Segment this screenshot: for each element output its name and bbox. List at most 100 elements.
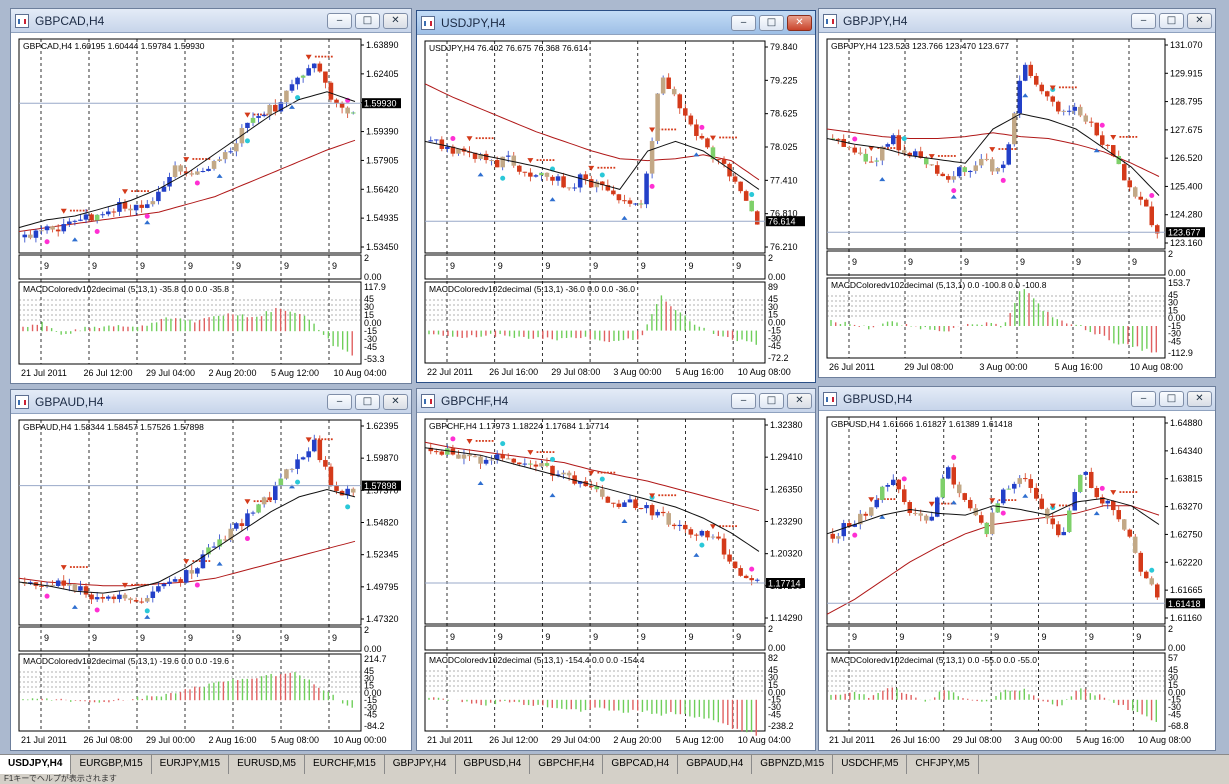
chart-window-usdjpy[interactable]: USDJPY,H4 ‒ □ ✕ USDJPY,H4 76.402 76.675 76.3… <box>416 10 816 383</box>
candle-body <box>979 158 984 166</box>
chart-area[interactable]: GBPUSD,H4 1.61666 1.61827 1.61389 1.6141… <box>819 412 1213 748</box>
current-price-badge: 123.677 <box>1166 227 1205 238</box>
candle-body <box>588 486 594 488</box>
chart-tab[interactable]: EURCHF,M15 <box>305 755 385 774</box>
candle-body <box>94 214 100 221</box>
candle-body <box>172 165 178 177</box>
close-button[interactable]: ✕ <box>1187 390 1212 407</box>
sub-tick-label: 0.00 <box>768 272 786 282</box>
stop-dot <box>140 190 143 192</box>
chart-window-gbpaud[interactable]: GBPAUD,H4 ‒ □ ✕ GBPAUD,H4 1.58344 1.58457 1.… <box>10 389 412 751</box>
chart-tab[interactable]: USDJPY,H4 <box>0 755 72 774</box>
chart-window-gbpchf[interactable]: GBPCHF,H4 ‒ □ ✕ GBPCHF,H4 1.17973 1.18224 1.… <box>416 388 816 751</box>
chart-tab[interactable]: EURGBP,M15 <box>71 755 152 774</box>
candle-body <box>33 230 39 238</box>
candle-body <box>289 468 295 470</box>
candle-body <box>869 161 874 163</box>
sub-plot-frame <box>424 254 766 280</box>
candle-body <box>754 579 760 581</box>
candle-body <box>306 68 311 76</box>
stop-dot <box>944 155 947 157</box>
minimize-button[interactable]: ‒ <box>731 392 756 409</box>
chart-tab[interactable]: GBPNZD,M15 <box>752 755 834 774</box>
maximize-button[interactable]: □ <box>759 392 784 409</box>
chart-tab[interactable]: GBPJPY,H4 <box>385 755 456 774</box>
maximize-button[interactable]: □ <box>355 12 380 29</box>
chart-tab[interactable]: GBPUSD,H4 <box>456 755 531 774</box>
candle-body <box>1116 156 1121 165</box>
macd-tick-label: 0.00 <box>1168 687 1186 697</box>
macd-tick-label: 82 <box>768 653 778 663</box>
chart-area[interactable]: GBPAUD,H4 1.58344 1.58457 1.57526 1.5789… <box>11 415 409 748</box>
stop-dot <box>1011 499 1014 501</box>
sub-plot-frame <box>18 254 362 280</box>
buy-arrow-icon <box>288 104 295 109</box>
window-titlebar[interactable]: USDJPY,H4 ‒ □ ✕ <box>417 11 815 35</box>
candle-body <box>539 172 544 176</box>
sub-indicator-mark: 9 <box>593 632 598 642</box>
chart-tab[interactable]: GBPCHF,H4 <box>530 755 604 774</box>
close-button[interactable]: ✕ <box>787 14 812 31</box>
chart-area[interactable]: GBPCAD,H4 1.60195 1.60444 1.59784 1.5993… <box>11 34 409 381</box>
candle-body <box>334 485 339 491</box>
candle-body <box>478 456 483 464</box>
window-titlebar[interactable]: GBPCHF,H4 ‒ □ ✕ <box>417 389 815 413</box>
candle-body <box>117 201 122 212</box>
candle-body <box>1144 199 1149 207</box>
maximize-button[interactable]: □ <box>355 393 380 410</box>
chart-area[interactable]: USDJPY,H4 76.402 76.675 76.368 76.614 79.… <box>417 36 813 380</box>
window-titlebar[interactable]: GBPUSD,H4 ‒ □ ✕ <box>819 387 1215 411</box>
minimize-button[interactable]: ‒ <box>1131 390 1156 407</box>
chart-tab[interactable]: USDCHF,M5 <box>833 755 908 774</box>
candle-body <box>738 181 743 192</box>
maximize-button[interactable]: □ <box>759 14 784 31</box>
stop-dot <box>1119 135 1122 138</box>
close-button[interactable]: ✕ <box>383 12 408 29</box>
chart-tab[interactable]: GBPAUD,H4 <box>678 755 753 774</box>
chart-area[interactable]: GBPCHF,H4 1.17973 1.18224 1.17684 1.1771… <box>417 414 813 748</box>
window-titlebar[interactable]: GBPCAD,H4 ‒ □ ✕ <box>11 9 411 33</box>
stop-dot <box>192 560 195 562</box>
chart-area[interactable]: GBPJPY,H4 123.523 123.766 123.470 123.67… <box>819 34 1213 375</box>
minimize-button[interactable]: ‒ <box>731 14 756 31</box>
minimize-button[interactable]: ‒ <box>327 393 352 410</box>
candle-body <box>863 153 868 162</box>
chart-window-gbpusd[interactable]: GBPUSD,H4 ‒ □ ✕ GBPUSD,H4 1.61666 1.61827 1.… <box>818 386 1216 751</box>
chart-tab[interactable]: CHFJPY,M5 <box>907 755 979 774</box>
candle-body <box>278 102 284 112</box>
sub-indicator-mark: 9 <box>188 633 193 643</box>
stop-dot <box>478 137 481 140</box>
candle-body <box>716 536 721 539</box>
stop-dot <box>887 498 889 501</box>
chart-tab[interactable]: GBPCAD,H4 <box>603 755 679 774</box>
signal-dot <box>295 95 301 101</box>
macd-tick-label: 15 <box>768 310 778 320</box>
minimize-button[interactable]: ‒ <box>327 12 352 29</box>
window-titlebar[interactable]: GBPJPY,H4 ‒ □ ✕ <box>819 9 1215 33</box>
candle-body <box>1072 491 1077 511</box>
close-button[interactable]: ✕ <box>1187 12 1212 29</box>
stop-dot <box>722 136 725 139</box>
stop-dot <box>1065 504 1068 507</box>
window-titlebar[interactable]: GBPAUD,H4 ‒ □ ✕ <box>11 390 411 414</box>
chart-tab[interactable]: EURJPY,M15 <box>152 755 230 774</box>
chart-window-gbpcad[interactable]: GBPCAD,H4 ‒ □ ✕ GBPCAD,H4 1.60195 1.60444 1.… <box>10 8 412 384</box>
stop-dot <box>1119 491 1122 493</box>
candle-body <box>1045 91 1050 97</box>
stop-dot <box>671 494 673 497</box>
stop-dot <box>1122 491 1125 493</box>
stop-dot <box>260 113 262 116</box>
current-price-label: 1.57898 <box>364 481 397 491</box>
minimize-button[interactable]: ‒ <box>1131 12 1156 29</box>
chart-tab[interactable]: EURUSD,M5 <box>229 755 305 774</box>
candle-body <box>957 167 962 177</box>
candle-body <box>600 181 605 186</box>
maximize-button[interactable]: □ <box>1159 12 1184 29</box>
chart-window-gbpjpy[interactable]: GBPJPY,H4 ‒ □ ✕ GBPJPY,H4 123.523 123.766 12… <box>818 8 1216 378</box>
candle-body <box>289 84 295 91</box>
close-button[interactable]: ✕ <box>383 393 408 410</box>
maximize-button[interactable]: □ <box>1159 390 1184 407</box>
current-price-label: 1.17714 <box>768 579 801 589</box>
stop-dot <box>256 500 259 503</box>
close-button[interactable]: ✕ <box>787 392 812 409</box>
